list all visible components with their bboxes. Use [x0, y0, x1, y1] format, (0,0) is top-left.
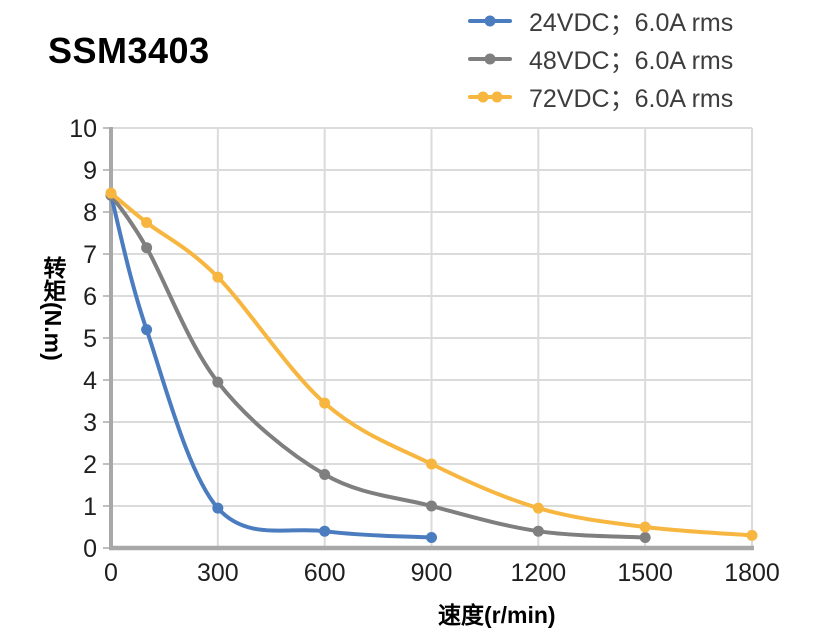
svg-text:8: 8 [83, 199, 97, 227]
svg-text:1: 1 [83, 493, 97, 521]
legend-item-24vdc: 24VDC；6.0A rms [468, 6, 734, 37]
svg-text:1800: 1800 [724, 559, 780, 587]
svg-text:0: 0 [83, 535, 97, 563]
legend-marker-24vdc-icon [468, 15, 512, 27]
legend-label-72vdc: 72VDC；6.0A rms [529, 85, 734, 113]
y-axis-title: 转矩(N.m) [40, 256, 66, 361]
legend-marker-48vdc-icon [468, 53, 512, 65]
svg-text:10: 10 [69, 115, 97, 143]
svg-text:2: 2 [83, 451, 97, 479]
svg-text:1200: 1200 [511, 559, 567, 587]
chart-title: SSM3403 [48, 30, 210, 71]
svg-text:3: 3 [83, 409, 97, 437]
svg-text:1500: 1500 [617, 559, 673, 587]
svg-text:0: 0 [104, 559, 118, 587]
x-axis-title: 速度(r/min) [438, 602, 556, 628]
svg-text:600: 600 [304, 559, 346, 587]
legend-label-24vdc: 24VDC；6.0A rms [529, 9, 734, 37]
legend-item-48vdc: 48VDC；6.0A rms [468, 44, 734, 75]
svg-text:5: 5 [83, 325, 97, 353]
svg-text:9: 9 [83, 157, 97, 185]
svg-text:900: 900 [411, 559, 453, 587]
svg-text:4: 4 [83, 367, 97, 395]
legend-label-48vdc: 48VDC；6.0A rms [529, 47, 734, 75]
svg-text:300: 300 [197, 559, 239, 587]
legend-item-72vdc: 72VDC；6.0A rms [468, 82, 734, 113]
svg-text:6: 6 [83, 283, 97, 311]
chart-legend: 24VDC；6.0A rms 48VDC；6.0A rms 72VDC；6.0A… [468, 6, 733, 120]
legend-marker-72vdc-icon [468, 91, 512, 103]
svg-text:7: 7 [83, 241, 97, 269]
